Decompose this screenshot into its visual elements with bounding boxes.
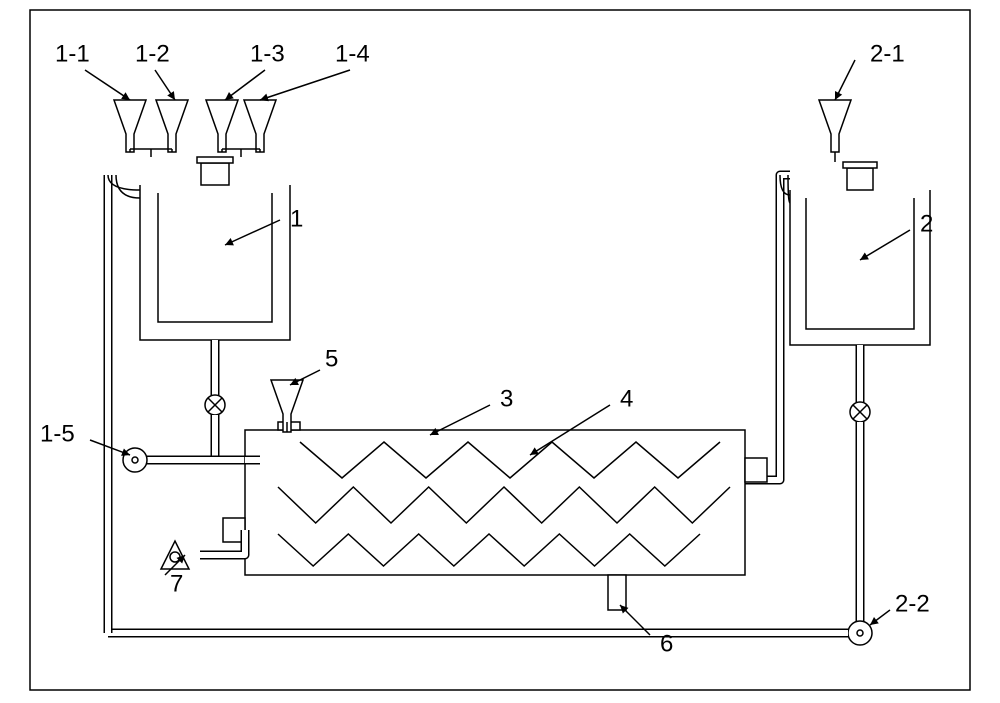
svg-text:1-3: 1-3 — [250, 40, 285, 67]
svg-text:1-5: 1-5 — [40, 420, 75, 447]
svg-text:1-4: 1-4 — [335, 40, 370, 67]
svg-text:2-1: 2-1 — [870, 40, 905, 67]
svg-text:2-2: 2-2 — [895, 590, 930, 617]
svg-text:2: 2 — [920, 210, 933, 237]
svg-text:5: 5 — [325, 345, 338, 372]
svg-text:1-2: 1-2 — [135, 40, 170, 67]
svg-text:7: 7 — [170, 570, 183, 597]
svg-text:3: 3 — [500, 385, 513, 412]
svg-text:1-1: 1-1 — [55, 40, 90, 67]
svg-text:1: 1 — [290, 205, 303, 232]
svg-text:6: 6 — [660, 630, 673, 657]
svg-text:4: 4 — [620, 385, 633, 412]
